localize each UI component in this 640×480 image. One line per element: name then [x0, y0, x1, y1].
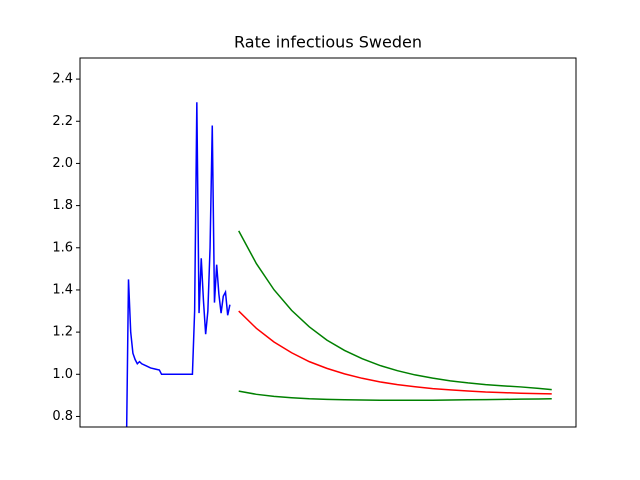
chart-title: Rate infectious Sweden [234, 33, 422, 52]
y-tick-label: 1.0 [52, 367, 73, 382]
series-line [238, 390, 552, 401]
y-tick-label: 2.0 [52, 156, 73, 171]
axes-frame [79, 57, 577, 428]
y-tick-label: 2.4 [52, 72, 73, 87]
y-tick-label: 2.2 [52, 114, 73, 129]
y-tick-label: 1.6 [52, 240, 73, 255]
y-tick-label: 1.2 [52, 325, 73, 340]
y-tick-label: 1.8 [52, 198, 73, 213]
y-tick-label: 0.8 [52, 409, 73, 424]
series-line [238, 310, 552, 395]
series-line [238, 230, 552, 391]
plot-area [125, 102, 552, 427]
y-tick-label: 1.4 [52, 282, 73, 297]
series-line [125, 102, 231, 427]
